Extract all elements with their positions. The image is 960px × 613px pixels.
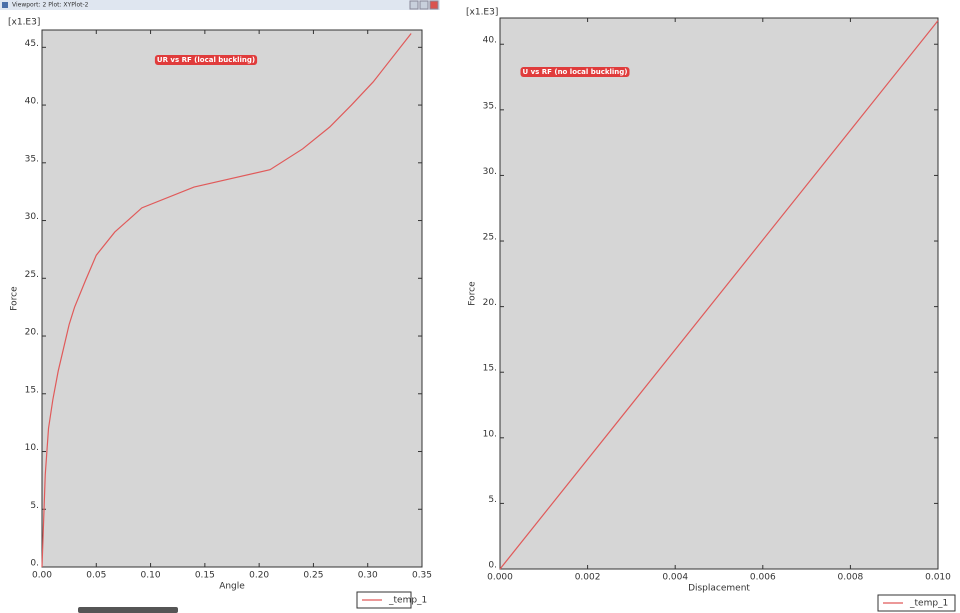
x-tick-label: 0.006 xyxy=(750,573,776,583)
data-line xyxy=(499,20,939,570)
window-title: Viewport: 2 Plot: XYPlot-2 xyxy=(12,2,89,9)
y-tick-label: 0. xyxy=(30,559,39,569)
minimize-button[interactable] xyxy=(409,0,419,10)
maximize-button[interactable] xyxy=(419,0,429,10)
x-tick-label: 0.35 xyxy=(412,571,432,581)
y-tick-label: 30. xyxy=(483,167,497,177)
y-tick-label: 20. xyxy=(25,328,39,338)
x-tick-label: 0.15 xyxy=(195,571,215,581)
scrollbar[interactable] xyxy=(78,607,178,613)
y-tick-label: 40. xyxy=(483,36,497,46)
x-tick-label: 0.008 xyxy=(838,573,864,583)
y-tick-label: 5. xyxy=(30,501,39,511)
y-tick-label: 30. xyxy=(25,212,39,222)
y-tick-label: 25. xyxy=(25,270,39,280)
y-axis-label: Force xyxy=(468,281,478,306)
x-tick-label: 0.010 xyxy=(925,573,951,583)
x-tick-label: 0.000 xyxy=(487,573,513,583)
x-tick-label: 0.25 xyxy=(303,571,323,581)
x-tick-label: 0.30 xyxy=(358,571,378,581)
x-axis-label: Displacement xyxy=(688,584,750,594)
y-tick-label: 25. xyxy=(483,233,497,243)
x-tick-label: 0.004 xyxy=(662,573,688,583)
x-tick-label: 0.20 xyxy=(249,571,269,581)
multiplier: [x1.E3] xyxy=(8,18,40,28)
y-tick-label: 15. xyxy=(483,364,497,374)
x-axis-label: Angle xyxy=(219,582,245,592)
legend-label: _temp_1 xyxy=(909,599,948,609)
close-button[interactable] xyxy=(429,0,439,10)
y-tick-label: 45. xyxy=(25,39,39,49)
legend-box xyxy=(877,594,956,612)
y-tick-label: 40. xyxy=(25,97,39,107)
annotation-box xyxy=(154,55,258,65)
y-axis-label: Force xyxy=(10,286,20,311)
x-tick-label: 0.00 xyxy=(32,571,52,581)
legend-box xyxy=(356,591,412,609)
y-tick-label: 0. xyxy=(488,561,497,571)
annotation: UR vs RF (local buckling) xyxy=(157,56,255,64)
annotation: U vs RF (no local buckling) xyxy=(522,68,627,76)
x-tick-label: 0.002 xyxy=(575,573,601,583)
y-tick-label: 35. xyxy=(25,154,39,164)
x-tick-label: 0.05 xyxy=(86,571,106,581)
data-line xyxy=(41,33,412,568)
legend-label: _temp_1 xyxy=(388,596,427,606)
x-tick-label: 0.10 xyxy=(141,571,161,581)
y-tick-label: 15. xyxy=(25,385,39,395)
annotation-box xyxy=(520,67,630,77)
title-bar xyxy=(0,0,440,10)
window-icon xyxy=(2,2,8,8)
y-tick-label: 10. xyxy=(25,443,39,453)
y-tick-label: 20. xyxy=(483,298,497,308)
plot-area xyxy=(41,29,423,568)
multiplier: [x1.E3] xyxy=(466,8,498,18)
y-tick-label: 10. xyxy=(483,429,497,439)
y-tick-label: 5. xyxy=(488,495,497,505)
y-tick-label: 35. xyxy=(483,101,497,111)
